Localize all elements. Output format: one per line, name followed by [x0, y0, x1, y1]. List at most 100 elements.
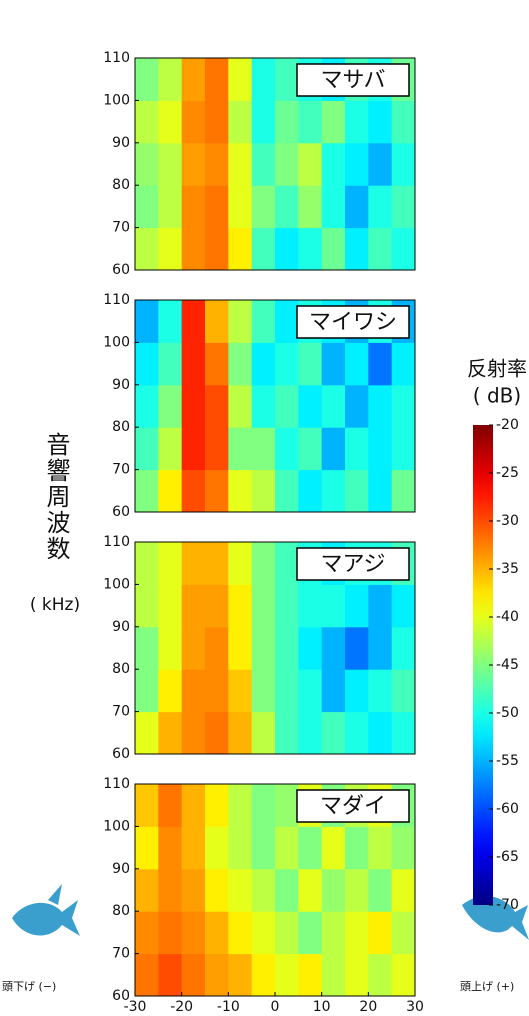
heatmap-cell: [298, 826, 322, 869]
heatmap-cell: [252, 427, 276, 470]
heatmap-cell: [135, 185, 159, 228]
heatmap-cell: [135, 954, 159, 997]
heatmap-cell: [182, 342, 206, 385]
heatmap-cell: [345, 185, 369, 228]
heatmap-cell: [322, 627, 346, 670]
heatmap-cell: [205, 826, 229, 869]
heatmap-cell: [392, 869, 416, 912]
heatmap-cell: [392, 826, 416, 869]
heatmap-cell: [298, 669, 322, 712]
heatmap-cell: [205, 342, 229, 385]
heatmap-cell: [345, 712, 369, 755]
heatmap-cell: [158, 542, 182, 585]
heatmap-cell: [205, 712, 229, 755]
heatmap-cell: [252, 584, 276, 627]
panel-label: マイワシ: [309, 310, 397, 335]
heatmap-cell: [205, 584, 229, 627]
heatmap-cell: [298, 954, 322, 997]
heatmap-cell: [252, 542, 276, 585]
heatmap-cell: [158, 185, 182, 228]
heatmap-cell: [228, 58, 252, 101]
heatmap-cell: [158, 342, 182, 385]
y-tick-label: 80: [112, 661, 130, 677]
heatmap-cell: [345, 869, 369, 912]
heatmap-cell: [228, 342, 252, 385]
heatmap-cell: [345, 954, 369, 997]
y-tick-label: 80: [112, 419, 130, 435]
heatmap-cell: [392, 342, 416, 385]
heatmap-cell: [392, 669, 416, 712]
colorbar-tick-label: -20: [496, 417, 519, 433]
heatmap-cell: [345, 143, 369, 186]
colorbar-tick-label: -60: [496, 801, 519, 817]
heatmap-cell: [252, 228, 276, 271]
heatmap-cell: [368, 869, 392, 912]
heatmap-cell: [135, 427, 159, 470]
heatmap-cell: [205, 100, 229, 143]
heatmap-cell: [135, 911, 159, 954]
panel-label: マダイ: [320, 794, 386, 819]
heatmap-cell: [135, 584, 159, 627]
heatmap-cell: [252, 58, 276, 101]
heatmap-cell: [252, 712, 276, 755]
heatmap-cell: [368, 470, 392, 513]
heatmap-cell: [275, 784, 299, 827]
heatmap-cell: [158, 470, 182, 513]
heatmap-cell: [275, 911, 299, 954]
heatmap-cell: [182, 185, 206, 228]
y-tick-label: 90: [112, 377, 130, 393]
colorbar-unit: ( dB): [473, 384, 521, 408]
heatmap-cell: [228, 911, 252, 954]
figure: 反射率 ( dB) 音響周波数 ( kHz) 頭下げ (−) 頭上げ (+) 6…: [0, 0, 529, 1016]
heatmap-cell: [252, 954, 276, 997]
heatmap-cell: [275, 954, 299, 997]
heatmap-cell: [368, 669, 392, 712]
heatmap-cell: [158, 228, 182, 271]
heatmap-cell: [135, 228, 159, 271]
heatmap-cell: [228, 100, 252, 143]
y-tick-label: 80: [112, 177, 130, 193]
y-tick-label: 110: [103, 534, 130, 550]
heatmap-cell: [345, 100, 369, 143]
heatmap-cell: [205, 669, 229, 712]
heatmap-cell: [228, 784, 252, 827]
heatmap-cell: [252, 869, 276, 912]
heatmap-cell: [392, 954, 416, 997]
heatmap-cell: [158, 784, 182, 827]
heatmap-cell: [392, 911, 416, 954]
heatmap-cell: [345, 584, 369, 627]
heatmap-cell: [275, 100, 299, 143]
heatmap-cell: [135, 669, 159, 712]
colorbar-title: 反射率: [467, 357, 527, 381]
heatmap-cell: [322, 427, 346, 470]
y-tick-label: 70: [112, 946, 130, 962]
heatmap-cell: [298, 427, 322, 470]
heatmap-cell: [275, 542, 299, 585]
y-tick-label: 90: [112, 619, 130, 635]
heatmap-cell: [205, 185, 229, 228]
heatmap-cell: [322, 185, 346, 228]
heatmap-cell: [182, 826, 206, 869]
heatmap-cell: [345, 826, 369, 869]
heatmap-cell: [275, 300, 299, 343]
heatmap-cell: [368, 712, 392, 755]
heatmap-cell: [158, 143, 182, 186]
heatmap-cell: [368, 627, 392, 670]
heatmap-cell: [158, 58, 182, 101]
heatmap-cell: [298, 342, 322, 385]
heatmap-cell: [392, 385, 416, 428]
heatmap-cell: [275, 470, 299, 513]
heatmap-cell: [158, 385, 182, 428]
heatmap-cell: [322, 228, 346, 271]
heatmap-cell: [228, 627, 252, 670]
heatmap-cell: [322, 342, 346, 385]
heatmap-cell: [298, 185, 322, 228]
y-tick-label: 110: [103, 50, 130, 66]
heatmap-cell: [368, 185, 392, 228]
heatmap-cell: [392, 100, 416, 143]
heatmap-cell: [298, 470, 322, 513]
y-tick-label: 60: [112, 746, 130, 762]
heatmap-cell: [182, 470, 206, 513]
x-tick-label: 10: [313, 999, 331, 1015]
y-tick-label: 90: [112, 861, 130, 877]
